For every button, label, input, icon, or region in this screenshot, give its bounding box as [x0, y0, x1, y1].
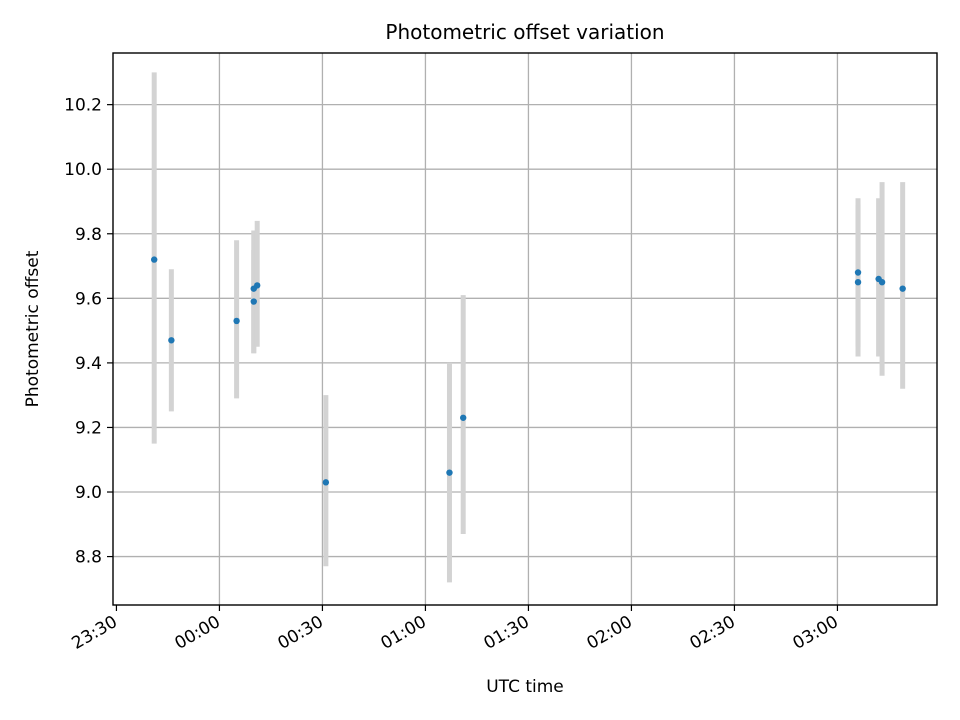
x-tick-label: 02:30 [686, 612, 738, 654]
y-tick-label: 10.0 [64, 160, 102, 180]
data-point [899, 285, 906, 292]
y-tick-label: 9.0 [75, 483, 102, 503]
y-tick-label: 8.8 [75, 548, 102, 568]
data-point [854, 269, 862, 276]
plot-frame [112, 52, 938, 606]
y-tick-label: 9.8 [75, 225, 102, 245]
x-tick-label: 01:00 [377, 612, 429, 654]
y-tick-label: 9.4 [75, 354, 102, 374]
data-point [250, 298, 257, 305]
data-point [168, 337, 175, 344]
data-point [878, 278, 886, 286]
data-point [446, 469, 453, 476]
y-axis-label: Photometric offset [23, 250, 43, 407]
data-point [322, 479, 330, 486]
y-tick-label: 9.2 [75, 418, 102, 438]
x-tick-label: 00:30 [274, 612, 326, 654]
x-tick-label: 23:30 [68, 612, 120, 654]
x-tick-label: 00:00 [171, 612, 223, 654]
data-point [151, 256, 158, 263]
data-point [460, 414, 467, 421]
data-point [233, 317, 240, 325]
data-point [854, 278, 862, 286]
x-axis-ticks: 23:30 00:00 00:30 01:00 01:30 02:00 02:30 03:00 [68, 605, 842, 654]
chart-title: Photometric offset variation [385, 20, 664, 44]
y-tick-label: 10.2 [64, 96, 102, 116]
data-point [254, 282, 261, 289]
grid [113, 53, 937, 605]
x-axis-label: UTC time [486, 677, 564, 697]
y-axis-ticks: 8.8 9.0 9.2 9.4 9.6 9.8 10.0 10.2 [64, 96, 113, 568]
x-tick-label: 01:30 [480, 612, 532, 654]
x-tick-label: 02:00 [583, 612, 635, 654]
data-points [151, 256, 906, 486]
y-tick-label: 9.6 [75, 289, 102, 309]
x-tick-label: 03:00 [789, 612, 841, 654]
